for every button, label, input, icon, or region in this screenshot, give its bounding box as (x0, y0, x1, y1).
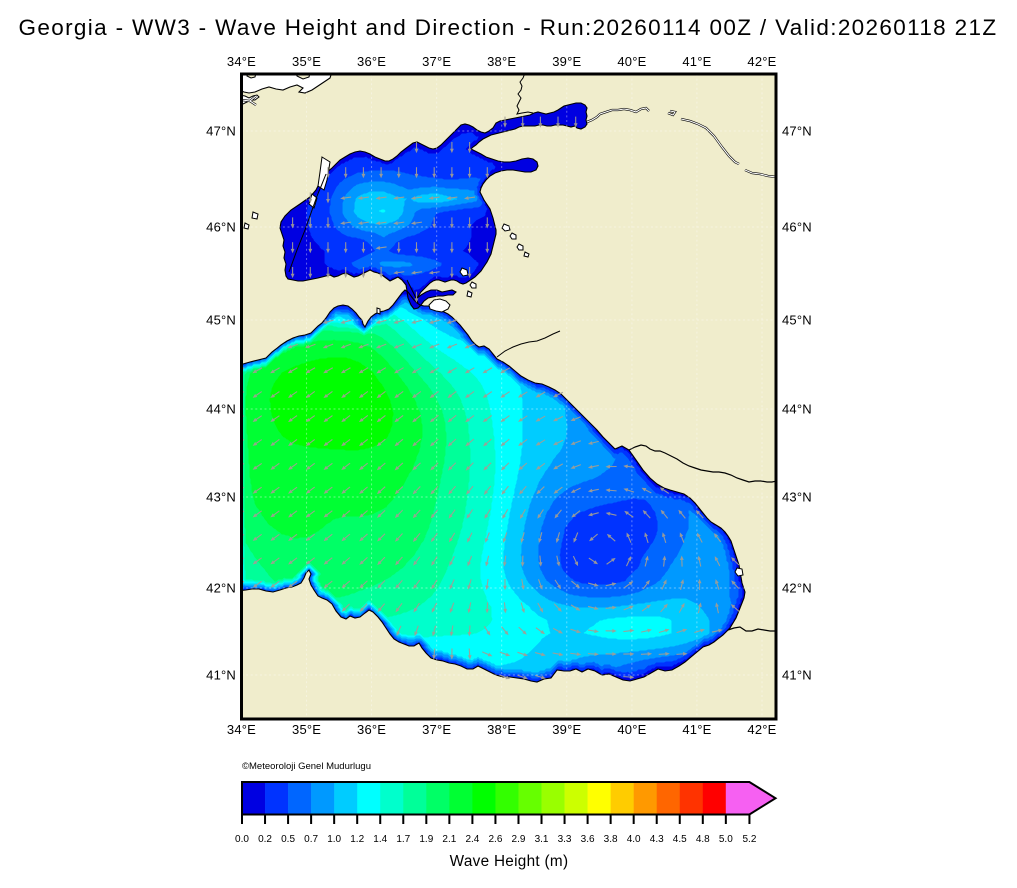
svg-text:46°N: 46°N (782, 220, 812, 235)
svg-text:©Meteoroloji Genel Mudurlugu: ©Meteoroloji Genel Mudurlugu (242, 761, 371, 772)
svg-text:4.8: 4.8 (696, 834, 710, 845)
svg-text:45°N: 45°N (206, 313, 236, 328)
svg-text:35°E: 35°E (292, 722, 321, 737)
svg-text:3.3: 3.3 (558, 834, 572, 845)
svg-text:39°E: 39°E (552, 54, 581, 69)
svg-text:5.2: 5.2 (742, 834, 756, 845)
svg-text:5.0: 5.0 (719, 834, 733, 845)
svg-text:37°E: 37°E (422, 722, 451, 737)
svg-text:4.5: 4.5 (673, 834, 687, 845)
svg-text:46°N: 46°N (206, 220, 236, 235)
svg-text:37°E: 37°E (422, 54, 451, 69)
svg-text:38°E: 38°E (487, 722, 516, 737)
svg-text:Georgia - WW3 - Wave Height an: Georgia - WW3 - Wave Height and Directio… (19, 15, 998, 40)
svg-text:44°N: 44°N (206, 402, 236, 417)
svg-text:39°E: 39°E (552, 722, 581, 737)
svg-text:Wave Height (m): Wave Height (m) (450, 853, 569, 870)
svg-text:36°E: 36°E (357, 54, 386, 69)
svg-text:1.0: 1.0 (327, 834, 341, 845)
svg-text:0.5: 0.5 (281, 834, 295, 845)
svg-text:42°E: 42°E (747, 54, 776, 69)
svg-text:47°N: 47°N (782, 124, 812, 139)
svg-text:3.6: 3.6 (581, 834, 595, 845)
svg-text:38°E: 38°E (487, 54, 516, 69)
svg-text:47°N: 47°N (206, 124, 236, 139)
svg-text:2.9: 2.9 (512, 834, 526, 845)
svg-text:41°N: 41°N (206, 668, 236, 683)
svg-text:3.8: 3.8 (604, 834, 618, 845)
svg-text:1.9: 1.9 (419, 834, 433, 845)
svg-text:2.4: 2.4 (465, 834, 479, 845)
svg-text:2.1: 2.1 (442, 834, 456, 845)
svg-text:40°E: 40°E (617, 54, 646, 69)
svg-text:34°E: 34°E (227, 54, 256, 69)
svg-text:3.1: 3.1 (535, 834, 549, 845)
svg-text:43°N: 43°N (206, 490, 236, 505)
svg-text:4.0: 4.0 (627, 834, 641, 845)
svg-text:42°N: 42°N (206, 581, 236, 596)
svg-text:0.2: 0.2 (258, 834, 272, 845)
svg-text:45°N: 45°N (782, 313, 812, 328)
svg-text:44°N: 44°N (782, 402, 812, 417)
svg-text:0.7: 0.7 (304, 834, 318, 845)
svg-text:2.6: 2.6 (488, 834, 502, 845)
svg-text:42°E: 42°E (747, 722, 776, 737)
svg-text:1.4: 1.4 (373, 834, 387, 845)
svg-text:0.0: 0.0 (235, 834, 249, 845)
svg-text:41°E: 41°E (682, 54, 711, 69)
svg-text:4.3: 4.3 (650, 834, 664, 845)
svg-text:34°E: 34°E (227, 722, 256, 737)
svg-text:41°N: 41°N (782, 668, 812, 683)
svg-text:1.2: 1.2 (350, 834, 364, 845)
svg-text:42°N: 42°N (782, 581, 812, 596)
svg-text:1.7: 1.7 (396, 834, 410, 845)
svg-text:36°E: 36°E (357, 722, 386, 737)
svg-text:40°E: 40°E (617, 722, 646, 737)
svg-text:43°N: 43°N (782, 490, 812, 505)
svg-text:35°E: 35°E (292, 54, 321, 69)
svg-text:41°E: 41°E (682, 722, 711, 737)
